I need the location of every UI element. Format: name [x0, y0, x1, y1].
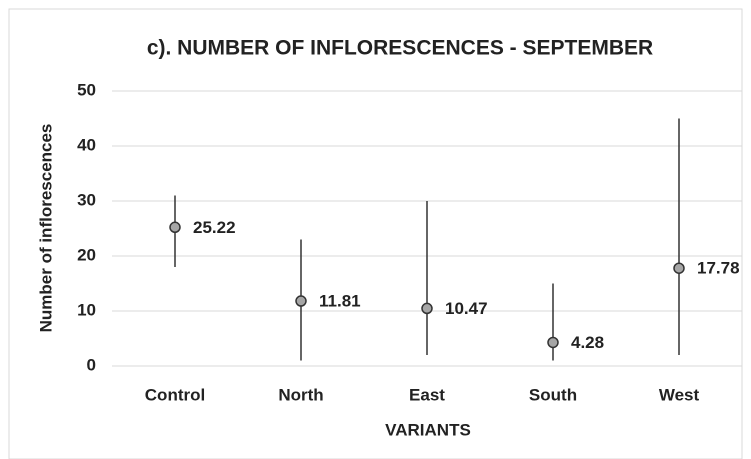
dot	[673, 262, 685, 274]
x-tick-label: Control	[145, 385, 205, 404]
x-tick-label: West	[659, 385, 700, 404]
data-label: 4.28	[571, 333, 604, 352]
x-tick-label: North	[278, 385, 323, 404]
data-label: 10.47	[445, 299, 488, 318]
data-label: 25.22	[193, 218, 236, 237]
x-tick-label: South	[529, 385, 577, 404]
chart-border	[8, 8, 743, 459]
y-tick-label: 40	[77, 135, 96, 154]
dot	[169, 221, 181, 234]
y-tick-label: 20	[77, 245, 96, 264]
y-tick-label: 30	[77, 190, 96, 209]
dot	[547, 336, 559, 349]
y-tick-label: 10	[77, 300, 96, 319]
data-label: 11.81	[319, 292, 361, 311]
y-tick-label: 0	[87, 355, 96, 374]
data-label: 17.78	[697, 259, 740, 278]
x-tick-label: East	[409, 385, 445, 404]
dot	[421, 302, 433, 315]
x-axis-title: VARIANTS	[385, 420, 471, 439]
chart-title: c). NUMBER OF INFLORESCENCES - SEPTEMBER	[147, 37, 653, 60]
y-tick-label: 50	[77, 80, 96, 99]
dot	[295, 295, 307, 307]
y-axis-title: Number of inflorescences	[36, 124, 55, 333]
